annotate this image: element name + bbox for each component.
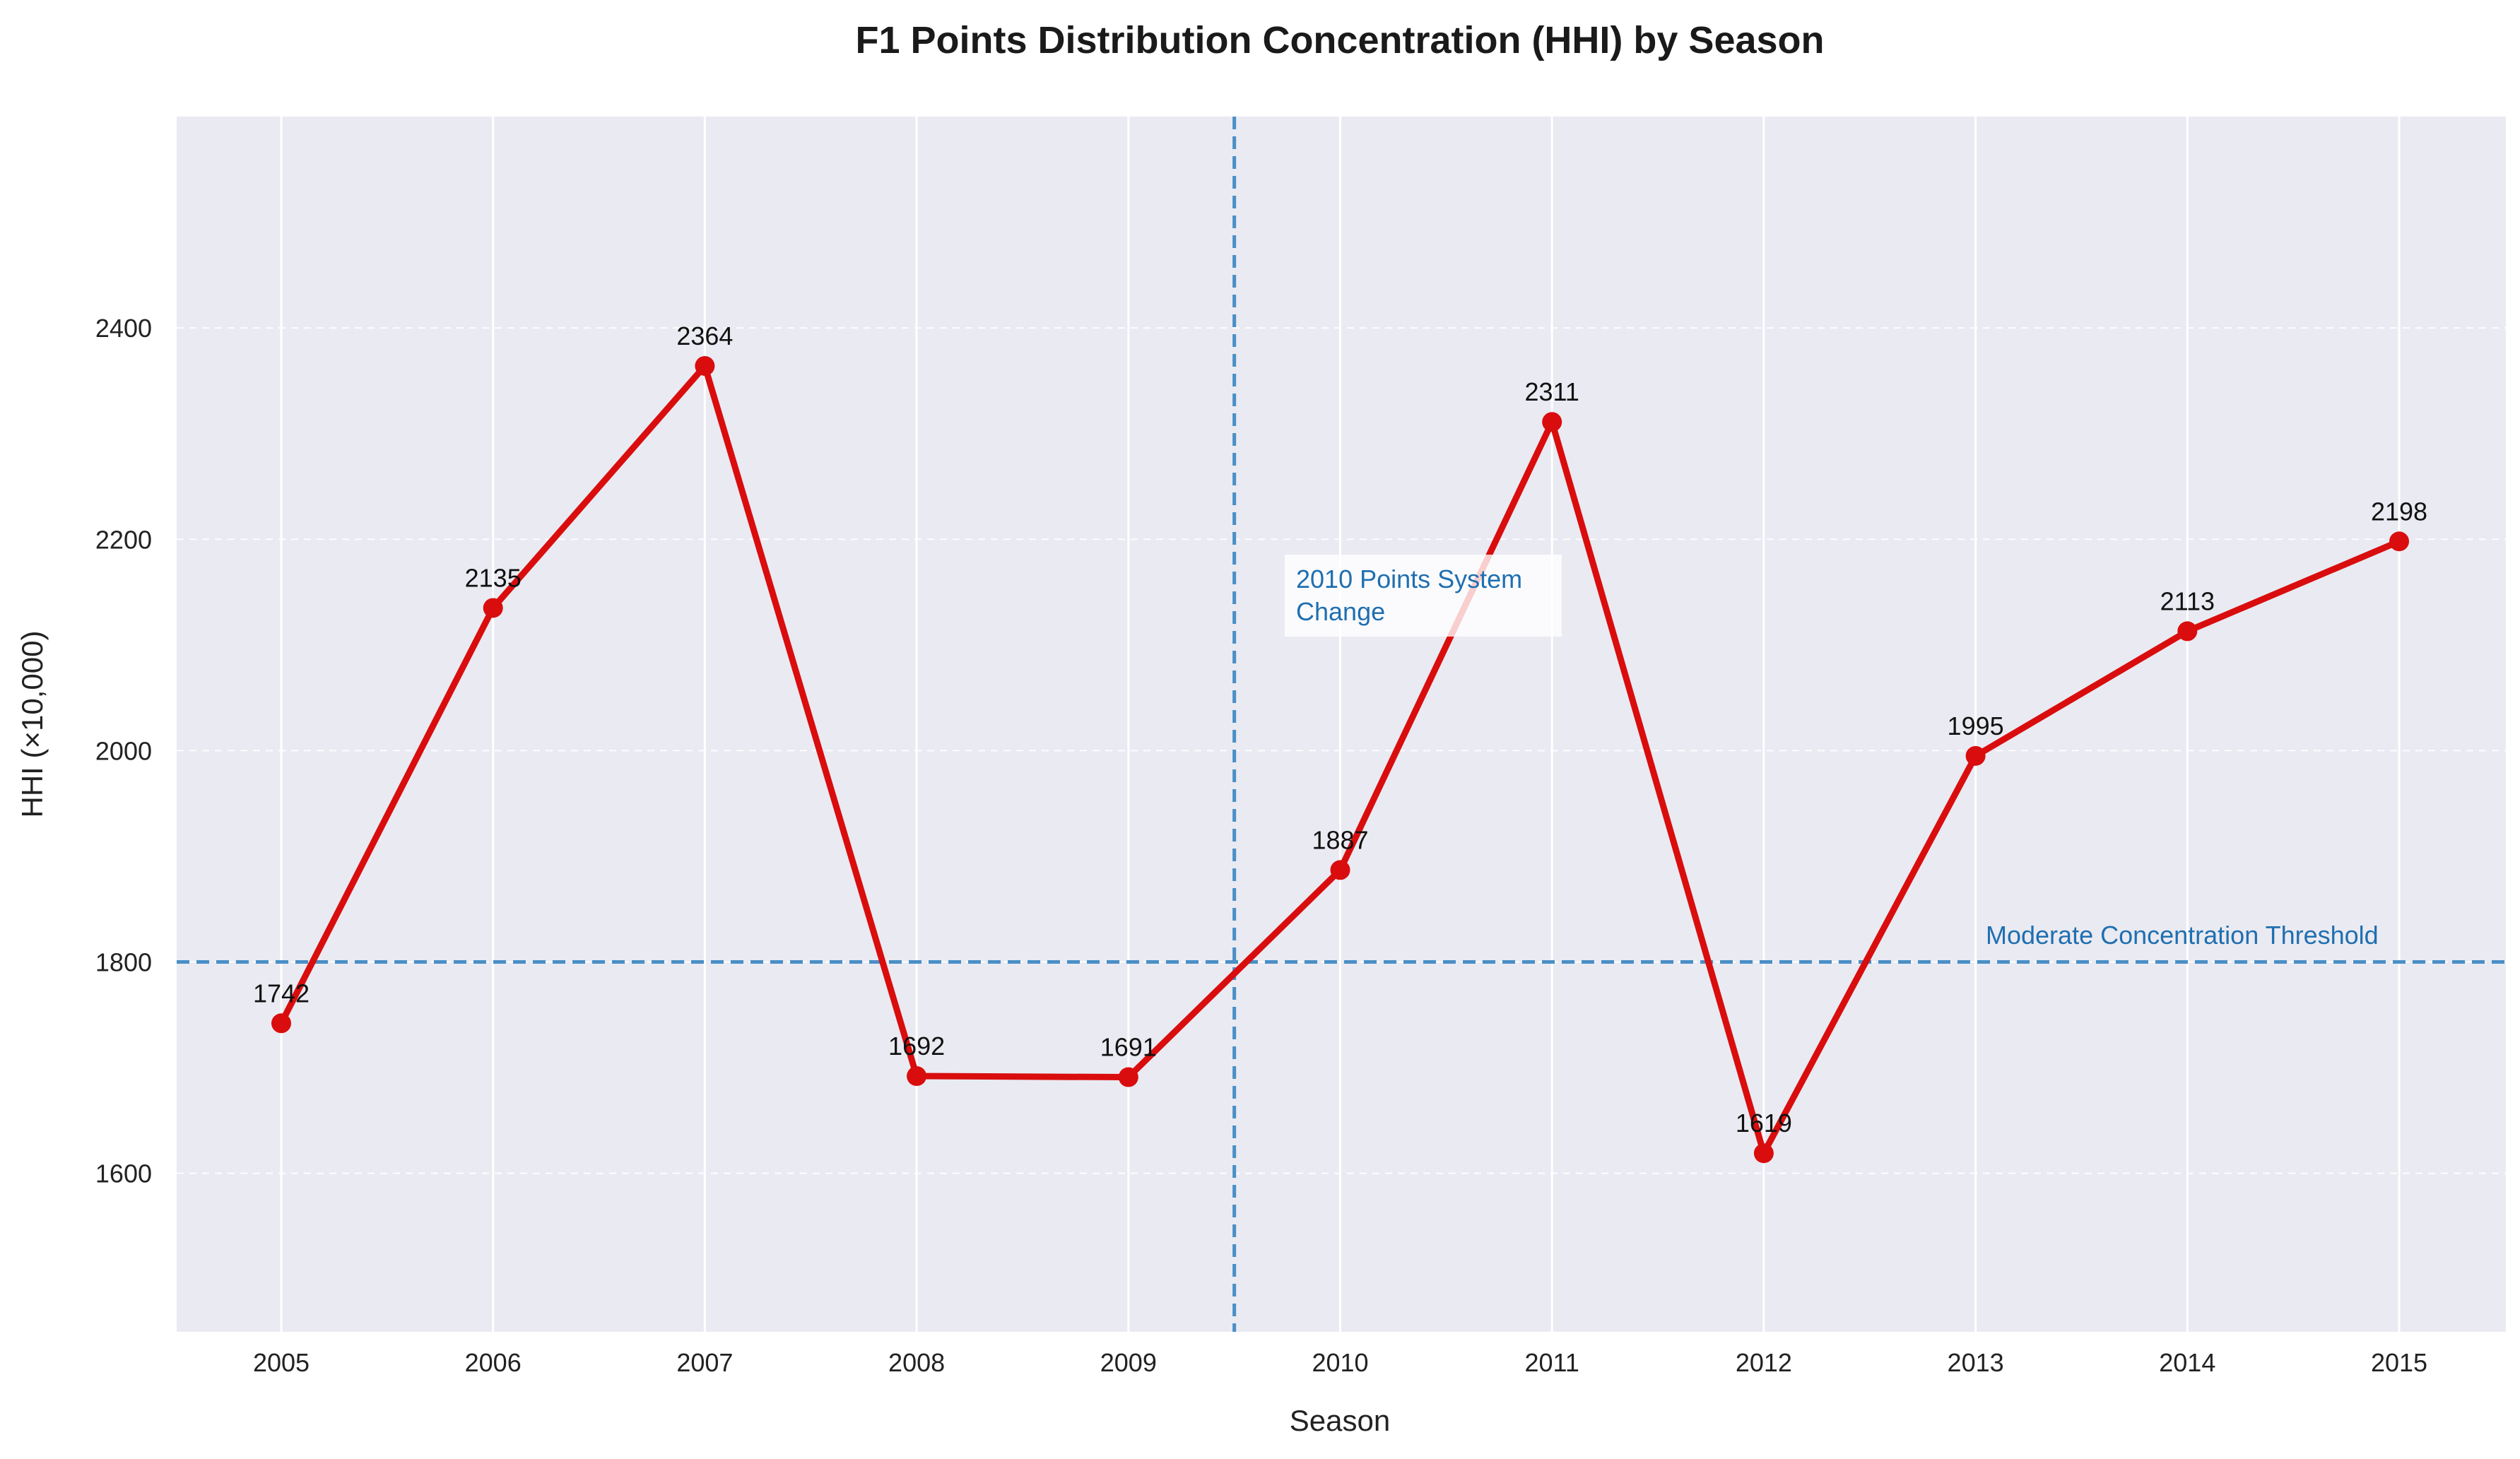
x-tick-label: 2014 [2159,1348,2215,1377]
threshold-annotation: Moderate Concentration Threshold [1986,921,2379,950]
data-point [1118,1067,1138,1087]
y-axis-ticks: 1600 1800 2000 2200 2400 [95,314,152,1188]
data-label: 1692 [888,1032,945,1061]
y-tick-label: 1800 [95,948,152,977]
x-axis-label: Season [1290,1404,1390,1437]
x-tick-label: 2012 [1736,1348,1792,1377]
data-label: 1691 [1100,1033,1157,1062]
x-tick-label: 2009 [1100,1348,1157,1377]
data-labels: 1742 2135 2364 1692 1691 1887 2311 1619 1995 2113… [253,321,2427,1138]
y-axis-label: HHI (×10,000) [16,631,49,818]
y-tick-label: 2000 [95,736,152,765]
data-label: 1619 [1736,1109,1792,1138]
x-tick-label: 2005 [253,1348,310,1377]
data-label: 2113 [2160,586,2215,615]
data-point [1965,745,1986,766]
data-point [2177,621,2198,642]
data-point [695,355,715,376]
system-change-annotation-line2: Change [1296,597,1385,626]
y-tick-label: 2400 [95,314,152,343]
data-point [907,1066,927,1087]
data-label: 2364 [676,321,733,350]
annotations: 2010 Points System Change Moderate Conce… [1285,555,2379,950]
data-point [271,1013,291,1034]
data-label: 1887 [1312,825,1368,854]
system-change-annotation-box [1285,555,1562,637]
data-label: 1742 [253,979,310,1008]
data-label: 2311 [1524,377,1579,406]
data-point [1753,1143,1774,1164]
y-tick-label: 1600 [95,1159,152,1188]
x-tick-label: 2007 [676,1348,733,1377]
data-label: 2135 [465,563,522,592]
x-tick-label: 2015 [2371,1348,2427,1377]
data-label: 1995 [1948,711,2004,740]
x-tick-label: 2008 [888,1348,945,1377]
reference-lines [177,117,2506,1332]
x-tick-label: 2011 [1524,1348,1579,1377]
data-label: 2198 [2371,497,2427,526]
data-point [1330,860,1350,880]
data-point [2389,531,2409,552]
system-change-annotation-line1: 2010 Points System [1296,565,1522,593]
x-tick-label: 2006 [465,1348,522,1377]
x-tick-label: 2013 [1948,1348,2004,1377]
vertical-gridlines [280,117,2401,1332]
series-hhi [271,355,2409,1164]
chart-title: F1 Points Distribution Concentration (HH… [855,19,1824,61]
x-tick-label: 2010 [1312,1348,1368,1377]
data-point [1542,412,1562,432]
data-point [483,598,503,618]
y-tick-label: 2200 [95,525,152,554]
x-axis-ticks: 2005 2006 2007 2008 2009 2010 2011 2012 2013 2014… [253,1348,2427,1377]
